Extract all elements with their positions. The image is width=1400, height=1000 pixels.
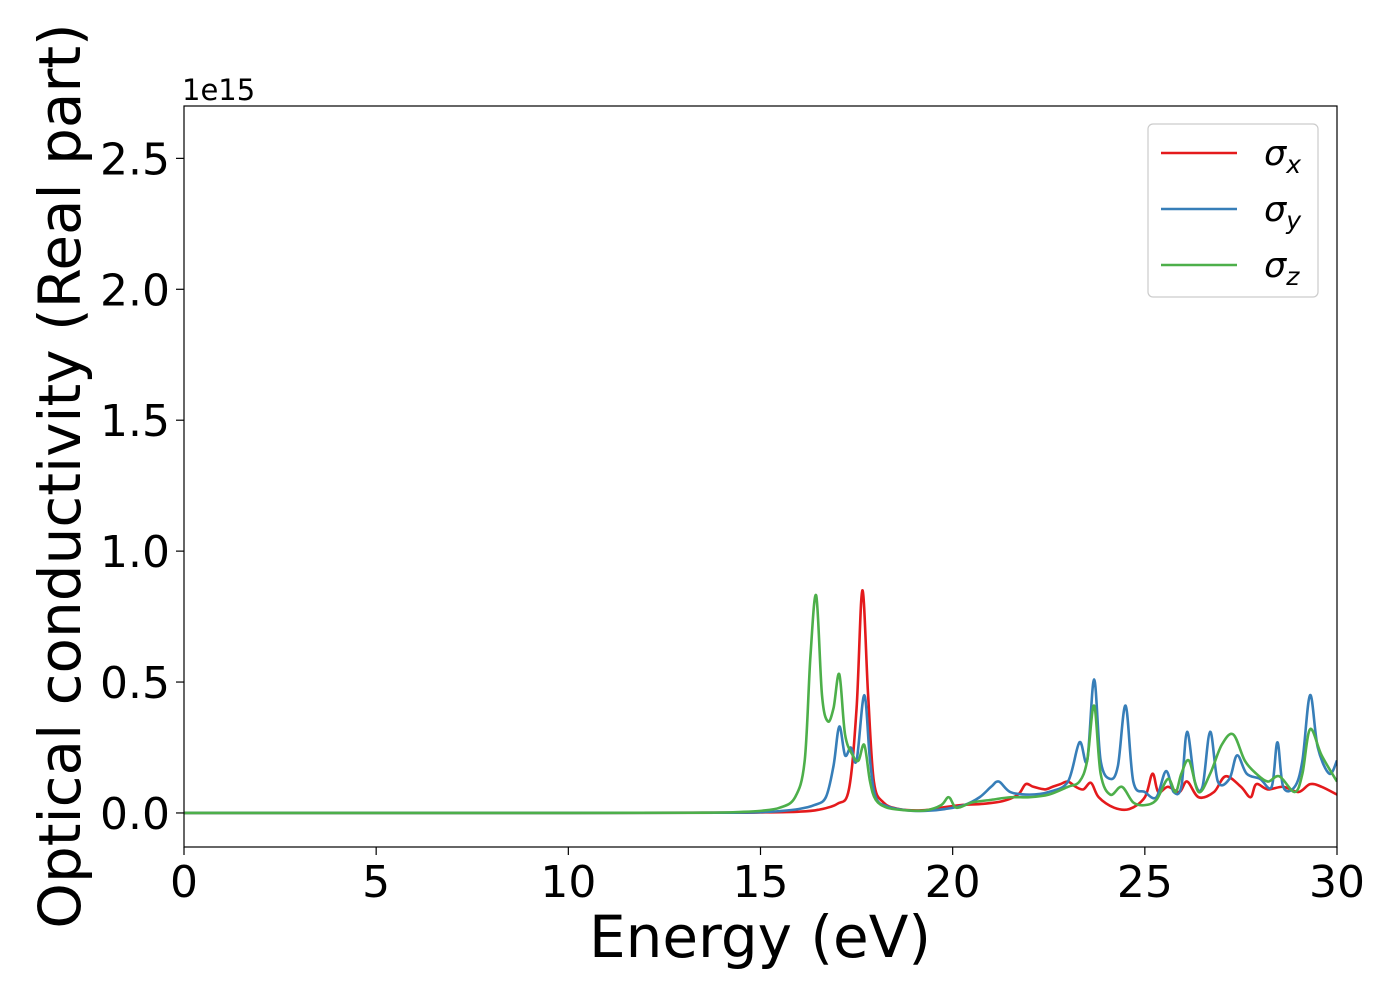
series-line-y: [184, 678, 1337, 815]
series-layer: [184, 589, 1337, 815]
legend: σx σy σz: [1147, 123, 1319, 298]
x-tick-label: 30: [1309, 857, 1365, 908]
legend-label-x: σx: [1264, 134, 1301, 179]
x-axis: 0 5 10 15 20 25 30: [170, 847, 1365, 908]
y-offset-label: 1e15: [182, 73, 255, 107]
x-tick-label: 20: [925, 857, 981, 908]
x-tick-label: 10: [540, 857, 596, 908]
series-line-z: [184, 593, 1337, 815]
y-axis: 0.0 0.5 1.0 1.5 2.0 2.5: [100, 134, 184, 840]
x-tick-label: 5: [362, 857, 390, 908]
plot-area-background: [184, 106, 1337, 847]
x-tick-label: 0: [170, 857, 198, 908]
x-tick-label: 25: [1117, 857, 1173, 908]
y-axis-title: Optical conductivity (Real part): [26, 23, 94, 928]
y-tick-label: 1.0: [100, 527, 170, 578]
legend-label-z: σz: [1264, 246, 1300, 291]
y-tick-label: 2.0: [100, 265, 170, 316]
y-tick-label: 0.5: [100, 658, 170, 709]
legend-frame: [1147, 123, 1319, 298]
y-tick-label: 1.5: [100, 396, 170, 447]
y-tick-label: 0.0: [100, 789, 170, 840]
x-axis-title: Energy (eV): [589, 903, 931, 971]
y-tick-label: 2.5: [100, 134, 170, 185]
x-tick-label: 15: [733, 857, 789, 908]
legend-label-y: σy: [1264, 190, 1302, 235]
